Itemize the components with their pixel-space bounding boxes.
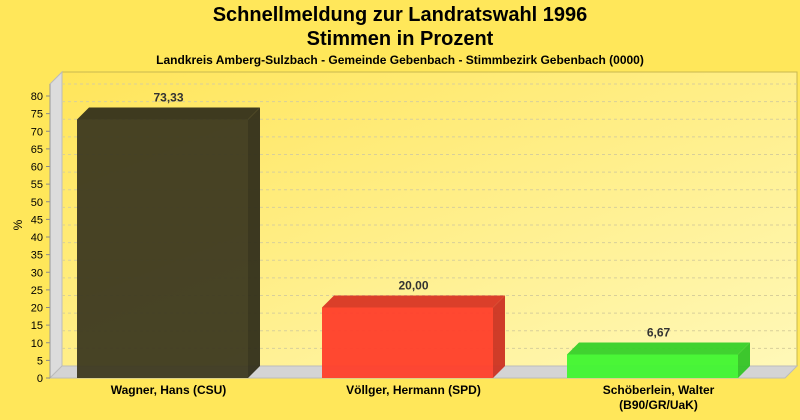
- y-tick-label: 20: [31, 303, 43, 315]
- y-tick-label: 80: [31, 91, 43, 103]
- bar: [322, 307, 493, 378]
- bar: [567, 354, 738, 378]
- bar-side: [738, 342, 750, 378]
- bar-side: [248, 107, 260, 378]
- y-tick-label: 10: [31, 338, 43, 350]
- y-tick-label: 25: [31, 285, 43, 297]
- y-tick-label: 65: [31, 144, 43, 156]
- y-tick-label: 5: [37, 355, 43, 367]
- y-axis-label: %: [11, 219, 25, 230]
- y-tick-label: 35: [31, 250, 43, 262]
- y-tick-label: 45: [31, 214, 43, 226]
- bar-top: [77, 107, 260, 120]
- bar: [77, 119, 248, 378]
- y-tick-label: 15: [31, 320, 43, 332]
- y-tick-label: 55: [31, 179, 43, 191]
- bar-top: [567, 342, 750, 355]
- chart-title: Schnellmeldung zur Landratswahl 1996: [212, 4, 588, 26]
- plot-left-wall: [49, 70, 63, 380]
- y-tick-label: 50: [31, 197, 43, 209]
- y-tick-label: 75: [31, 109, 43, 121]
- data-label: 73,33: [153, 91, 183, 105]
- bar-side: [493, 295, 505, 378]
- x-tick-label: Völlger, Hermann (SPD): [346, 383, 481, 397]
- chart-caption: Landkreis Amberg-Sulzbach - Gemeinde Geb…: [156, 53, 644, 67]
- x-tick-label: Wagner, Hans (CSU): [111, 383, 227, 397]
- y-tick-label: 30: [31, 267, 43, 279]
- bar-top: [322, 295, 505, 308]
- x-tick-label: (B90/GR/UaK): [619, 398, 698, 412]
- y-tick-label: 60: [31, 162, 43, 174]
- data-label: 20,00: [398, 279, 428, 293]
- x-tick-label: Schöberlein, Walter: [603, 383, 715, 397]
- y-tick-label: 40: [31, 232, 43, 244]
- y-tick-label: 70: [31, 126, 43, 138]
- y-tick-label: 0: [37, 373, 43, 385]
- chart-subtitle: Stimmen in Prozent: [306, 28, 494, 50]
- data-label: 6,67: [647, 325, 671, 339]
